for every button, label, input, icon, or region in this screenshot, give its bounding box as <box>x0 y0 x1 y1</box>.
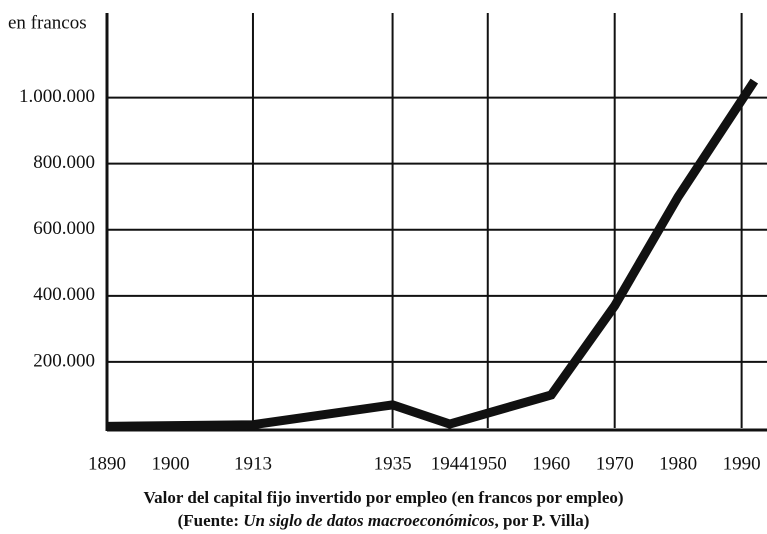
data-line <box>106 78 759 431</box>
y-tick-label: 1.000.000 <box>19 86 95 107</box>
x-tick-label: 1950 <box>469 453 507 474</box>
x-tick-label: 1980 <box>659 453 697 474</box>
chart-source: (Fuente: Un siglo de datos macroeconómic… <box>0 511 767 531</box>
x-tick-label: 1935 <box>374 453 412 474</box>
y-tick-label: 400.000 <box>33 284 95 305</box>
x-tick-label: 1890 <box>88 453 126 474</box>
x-tick-label: 1990 <box>723 453 761 474</box>
source-prefix: (Fuente: <box>177 511 244 530</box>
y-tick-label: 800.000 <box>33 152 95 173</box>
x-tick-label: 1913 <box>234 453 272 474</box>
x-tick-label: 1944 <box>431 453 470 474</box>
y-tick-label: 600.000 <box>33 218 95 239</box>
chart-title: Valor del capital fijo invertido por emp… <box>143 488 624 507</box>
y-unit-label: en francos <box>8 12 87 33</box>
source-title: Un siglo de datos macroeconómicos <box>243 511 495 530</box>
x-tick-label: 1960 <box>532 453 570 474</box>
x-tick-label: 1900 <box>151 453 189 474</box>
x-tick-label: 1970 <box>596 453 634 474</box>
chart: en francos 200.000 400.000 600.000 800.000 1… <box>8 12 767 474</box>
source-suffix: , por P. Villa) <box>494 511 590 530</box>
y-tick-label: 200.000 <box>33 350 95 371</box>
